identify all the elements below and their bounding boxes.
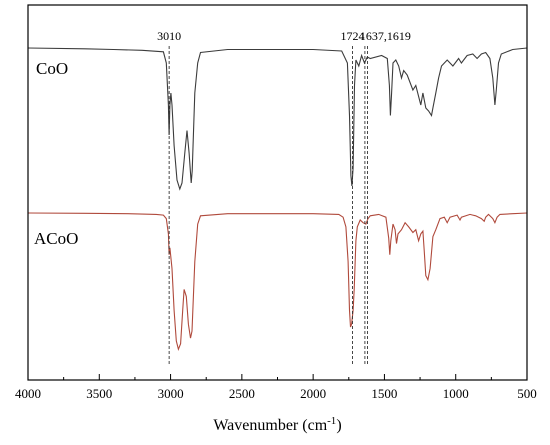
peak-label-1637: 1637,1619 [360, 29, 411, 43]
series-labels: CoO ACoO [34, 59, 78, 248]
x-tick-label-3000: 3000 [158, 386, 184, 401]
peak-label-3010: 3010 [157, 29, 181, 43]
series-line-acoo [27, 212, 528, 351]
series-label-acoo: ACoO [34, 229, 78, 248]
plot-frame [27, 4, 528, 381]
peak-label-1724: 1724 [340, 29, 364, 43]
x-tick-label-4000: 4000 [15, 386, 41, 401]
x-axis-ticks: 4000 3500 3000 2500 2000 1500 1000 500 [15, 374, 537, 401]
x-axis-title: Wavenumber (cm-1) [213, 415, 341, 434]
series-label-coo: CoO [36, 59, 68, 78]
x-tick-label-2000: 2000 [300, 386, 326, 401]
x-tick-label-2500: 2500 [229, 386, 255, 401]
series-layer [27, 47, 528, 351]
x-tick-label-1000: 1000 [443, 386, 469, 401]
x-tick-label-500: 500 [517, 386, 537, 401]
series-line-coo [27, 47, 528, 191]
x-tick-label-1500: 1500 [371, 386, 397, 401]
x-tick-label-3500: 3500 [86, 386, 112, 401]
